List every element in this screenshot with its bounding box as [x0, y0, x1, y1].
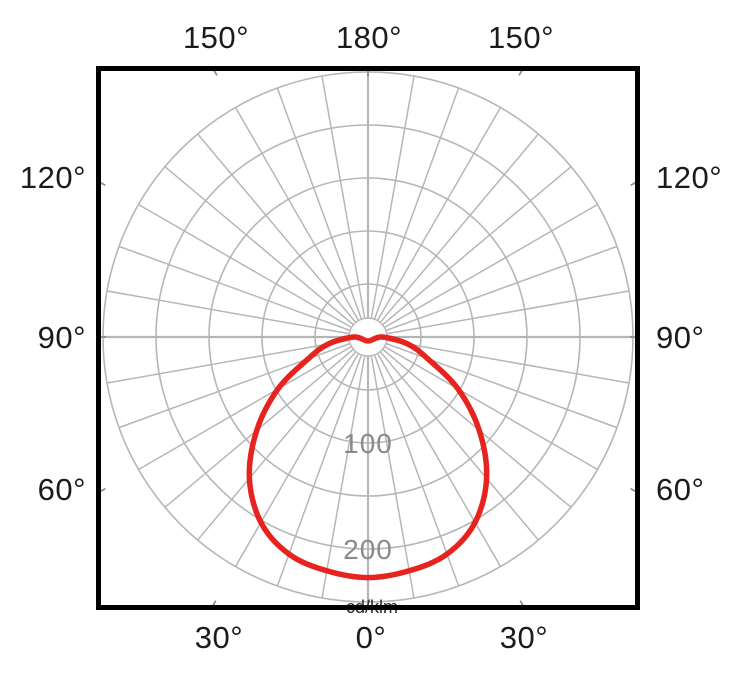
angle-label-top-180: 180° [335, 20, 403, 55]
boundary-tick [211, 66, 218, 76]
intensity-curve [246, 334, 490, 581]
angular-grid-line [367, 166, 572, 338]
radial-tick-label-200: 200 [343, 534, 393, 565]
boundary-tick [96, 179, 106, 187]
angular-grid-line [367, 245, 618, 338]
angle-label-bottom-left-30: 30° [194, 620, 244, 655]
angular-grid-line [197, 133, 369, 338]
angular-grid-line [138, 203, 369, 338]
angle-label-left-90: 90° [37, 320, 86, 355]
angular-grid-line [367, 133, 539, 338]
angular-grid-line [367, 336, 572, 508]
angle-label-right-60: 60° [656, 472, 705, 507]
angular-grid-line [321, 336, 369, 599]
angular-grid-line [106, 290, 369, 338]
angular-grid-line [367, 336, 415, 599]
angular-grid-line [234, 336, 369, 567]
boundary-tick [96, 487, 106, 495]
radial-tick-label-100: 100 [343, 428, 393, 459]
angular-grid-line [367, 75, 415, 338]
angular-grid-line [276, 87, 369, 338]
angular-grid-line [367, 87, 460, 338]
angular-grid-line [367, 336, 502, 567]
angular-grid-line [164, 166, 369, 338]
angular-grid-line [321, 75, 369, 338]
angle-label-top-right-150: 150° [487, 20, 555, 55]
boundary-tick [519, 600, 526, 610]
angular-grid-line [367, 336, 460, 587]
angular-grid-line [197, 336, 369, 541]
angular-grid-line [367, 336, 598, 471]
angle-label-right-90: 90° [656, 320, 705, 355]
angle-label-bottom-0: 0° [355, 620, 387, 655]
boundary-tick [630, 179, 640, 187]
angle-label-left-60: 60° [37, 472, 86, 507]
angular-grid-line [118, 245, 369, 338]
angular-grid-line [367, 107, 502, 338]
angle-label-left-120: 120° [19, 160, 86, 195]
angular-grid-line [118, 336, 369, 429]
angular-grid-line [276, 336, 369, 587]
angle-label-top-left-150: 150° [182, 20, 250, 55]
boundary-tick [630, 487, 640, 495]
angular-grid-line [138, 336, 369, 471]
angular-grid-line [367, 336, 539, 541]
angular-grid-line [234, 107, 369, 338]
boundary-tick [210, 600, 217, 610]
radial-unit-label: cd/klm [345, 597, 399, 617]
angular-grid-line [367, 203, 598, 338]
angular-grid-line [164, 336, 369, 508]
angle-label-bottom-right-30: 30° [499, 620, 549, 655]
boundary-tick [518, 66, 525, 76]
angle-label-right-120: 120° [656, 160, 723, 195]
angular-grid-line [367, 336, 618, 429]
angular-grid-line [367, 290, 630, 338]
